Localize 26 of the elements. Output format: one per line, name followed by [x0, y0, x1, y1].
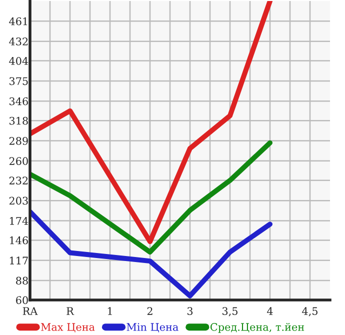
y-tick-label: 232: [9, 176, 28, 185]
y-tick-label: 346: [10, 97, 28, 106]
y-tick-label: 318: [10, 116, 28, 125]
y-tick-label: 117: [10, 256, 28, 264]
y-tick-label: 174: [10, 216, 28, 225]
x-tick-label: 4,5: [302, 307, 318, 316]
legend-label: Min Цена: [126, 323, 178, 332]
y-tick-label: 260: [9, 157, 28, 166]
y-tick-label: 88: [16, 276, 28, 285]
y-tick-label: 432: [9, 38, 28, 46]
y-tick-label: 203: [9, 196, 28, 205]
y-tick-label: 404: [9, 57, 28, 65]
y-tick-label: 60: [16, 296, 28, 304]
x-tick-label: 1: [108, 307, 112, 315]
legend-label: Max Цена: [41, 323, 95, 332]
x-tick-label: 3: [187, 307, 193, 316]
y-tick-label: 289: [9, 136, 28, 145]
y-tick-label: 461: [9, 17, 28, 26]
legend-label: Сред.Цена, т.йен: [210, 322, 304, 333]
y-tick-label: 375: [10, 77, 28, 86]
y-tick-label: 146: [10, 236, 28, 244]
x-tick-label: RA: [22, 307, 38, 315]
x-tick-label: 3,5: [222, 307, 238, 316]
x-tick-label: 4: [267, 307, 273, 315]
x-tick-label: R: [66, 307, 74, 315]
x-tick-label: 2: [147, 307, 152, 315]
